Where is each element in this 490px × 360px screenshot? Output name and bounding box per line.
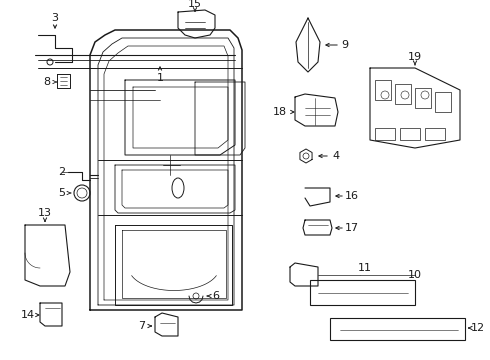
Text: 9: 9	[342, 40, 348, 50]
Bar	[375, 128, 395, 140]
Text: 15: 15	[188, 0, 202, 9]
Bar	[415, 88, 431, 108]
Text: 7: 7	[139, 321, 146, 331]
Text: 11: 11	[358, 263, 372, 273]
Text: 4: 4	[332, 151, 340, 161]
Text: 1: 1	[156, 73, 164, 83]
Bar	[425, 128, 445, 140]
Bar	[395, 84, 411, 104]
Text: 3: 3	[51, 13, 58, 23]
Bar	[400, 128, 420, 140]
Bar	[375, 80, 391, 100]
Bar	[330, 318, 465, 340]
Text: 8: 8	[44, 77, 50, 87]
Text: 18: 18	[273, 107, 287, 117]
Text: 2: 2	[58, 167, 66, 177]
Text: 13: 13	[38, 208, 52, 218]
Text: 10: 10	[408, 270, 422, 280]
Text: 6: 6	[213, 291, 220, 301]
Bar	[435, 92, 451, 112]
Text: 5: 5	[58, 188, 66, 198]
Text: 17: 17	[345, 223, 359, 233]
Text: 14: 14	[21, 310, 35, 320]
Text: 16: 16	[345, 191, 359, 201]
Text: 12: 12	[471, 323, 485, 333]
Bar	[310, 280, 415, 305]
Text: 19: 19	[408, 52, 422, 62]
